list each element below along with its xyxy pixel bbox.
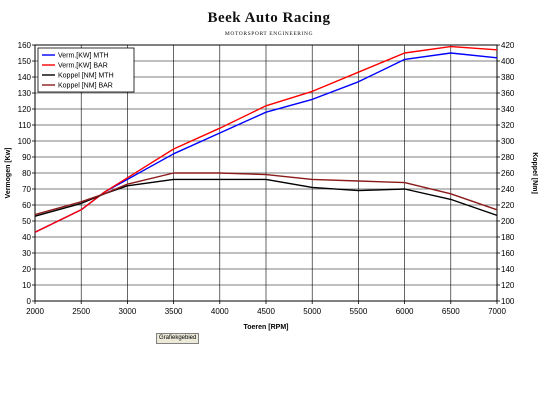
y2-tick-label: 220 <box>501 201 515 210</box>
y-tick-label: 110 <box>18 121 31 130</box>
x-tick-label: 4000 <box>211 307 229 316</box>
series-lines <box>34 45 498 233</box>
y-tick-label: 50 <box>22 217 31 226</box>
y2-tick-label: 420 <box>501 41 515 50</box>
y-tick-label: 120 <box>18 105 32 114</box>
y-tick-label: 10 <box>22 281 31 290</box>
legend-item-label: Koppel [NM] BAR <box>58 83 113 90</box>
brand-logo-subtitle: MOTORSPORT ENGINEERING <box>224 31 314 37</box>
legend-item-label: Verm.[KW] MTH <box>58 53 109 60</box>
y2-tick-label: 380 <box>501 73 515 82</box>
y-axis-label: Vermogen [Kw] <box>5 148 12 199</box>
legend-item-label: Koppel [NM] MTH <box>58 73 114 80</box>
y2-tick-label: 360 <box>501 89 515 98</box>
y2-tick-label: 260 <box>501 169 515 178</box>
y2-tick-label: 180 <box>501 233 515 242</box>
legend-item-label: Verm.[KW] BAR <box>58 63 108 70</box>
y-tick-label: 160 <box>18 41 32 50</box>
chart-area-button[interactable]: Grafiekgebied <box>156 333 200 344</box>
y-tick-label: 30 <box>22 249 31 258</box>
y-tick-label: 70 <box>22 185 31 194</box>
legend: Verm.[KW] MTH Verm.[KW] BAR Koppel [NM] MT… <box>37 47 135 93</box>
y2-tick-label: 340 <box>501 105 515 114</box>
y2-tick-label: 120 <box>501 281 515 290</box>
y2-tick-label: 140 <box>501 265 515 274</box>
y2-tick-label: 320 <box>501 121 515 130</box>
x-axis-label: Toeren [RPM] <box>244 324 289 331</box>
y2-tick-label: 240 <box>501 185 515 194</box>
y-tick-label: 90 <box>22 153 31 162</box>
y-tick-label: 40 <box>22 233 31 242</box>
y-tick-label: 100 <box>18 137 32 146</box>
y2-tick-label: 100 <box>501 297 515 306</box>
x-tick-label: 7000 <box>488 307 506 316</box>
axis-ticks: 2000 2500 3000 3500 4000 4500 5000 5500 6000 6500… <box>18 41 515 316</box>
y2-axis-label: Koppel [Nm] <box>531 152 538 194</box>
x-tick-label: 4500 <box>257 307 275 316</box>
series-line-3 <box>34 172 498 216</box>
y2-tick-label: 280 <box>501 153 515 162</box>
x-tick-label: 6500 <box>442 307 460 316</box>
y2-tick-label: 200 <box>501 217 515 226</box>
y-tick-label: 60 <box>22 201 31 210</box>
x-tick-label: 3500 <box>165 307 183 316</box>
y-tick-label: 20 <box>22 265 31 274</box>
y-tick-label: 0 <box>27 297 32 306</box>
gridlines <box>35 45 497 301</box>
x-tick-label: 6000 <box>396 307 414 316</box>
x-tick-label: 5000 <box>303 307 321 316</box>
x-tick-label: 2500 <box>72 307 90 316</box>
y-tick-label: 130 <box>18 89 32 98</box>
y2-tick-label: 300 <box>501 137 515 146</box>
x-tick-label: 5500 <box>350 307 368 316</box>
y-tick-label: 140 <box>18 73 32 82</box>
y-tick-label: 150 <box>18 57 32 66</box>
brand-logo-title: Beek Auto Racing <box>207 10 331 26</box>
x-tick-label: 2000 <box>26 307 44 316</box>
y2-tick-label: 160 <box>501 249 515 258</box>
y2-tick-label: 400 <box>501 57 515 66</box>
y-tick-label: 80 <box>22 169 31 178</box>
x-tick-label: 3000 <box>119 307 137 316</box>
